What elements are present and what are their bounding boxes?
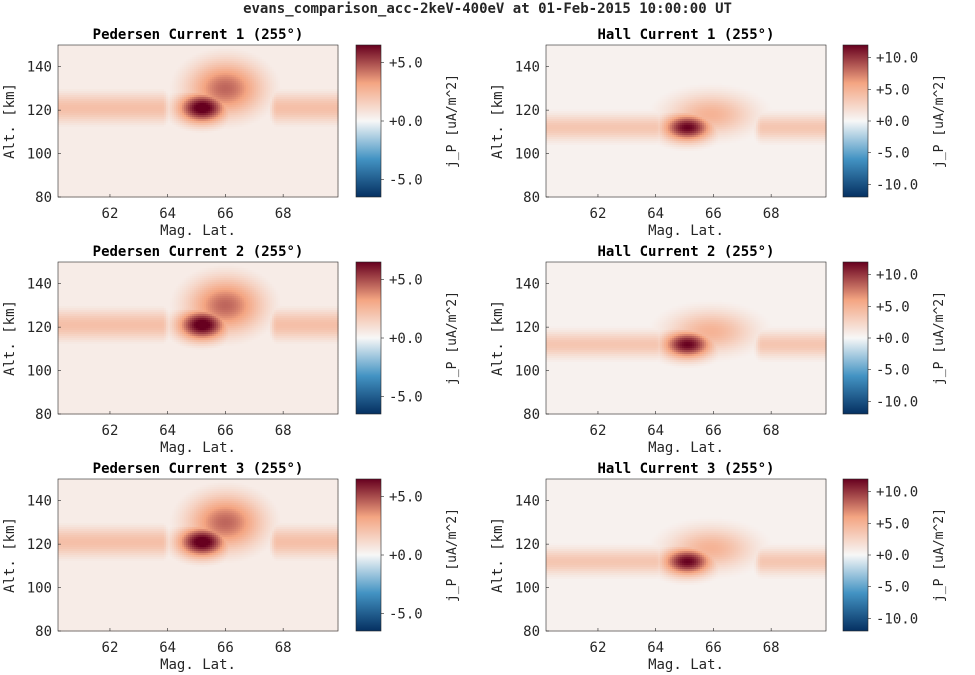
heatmap-cells bbox=[58, 45, 339, 198]
